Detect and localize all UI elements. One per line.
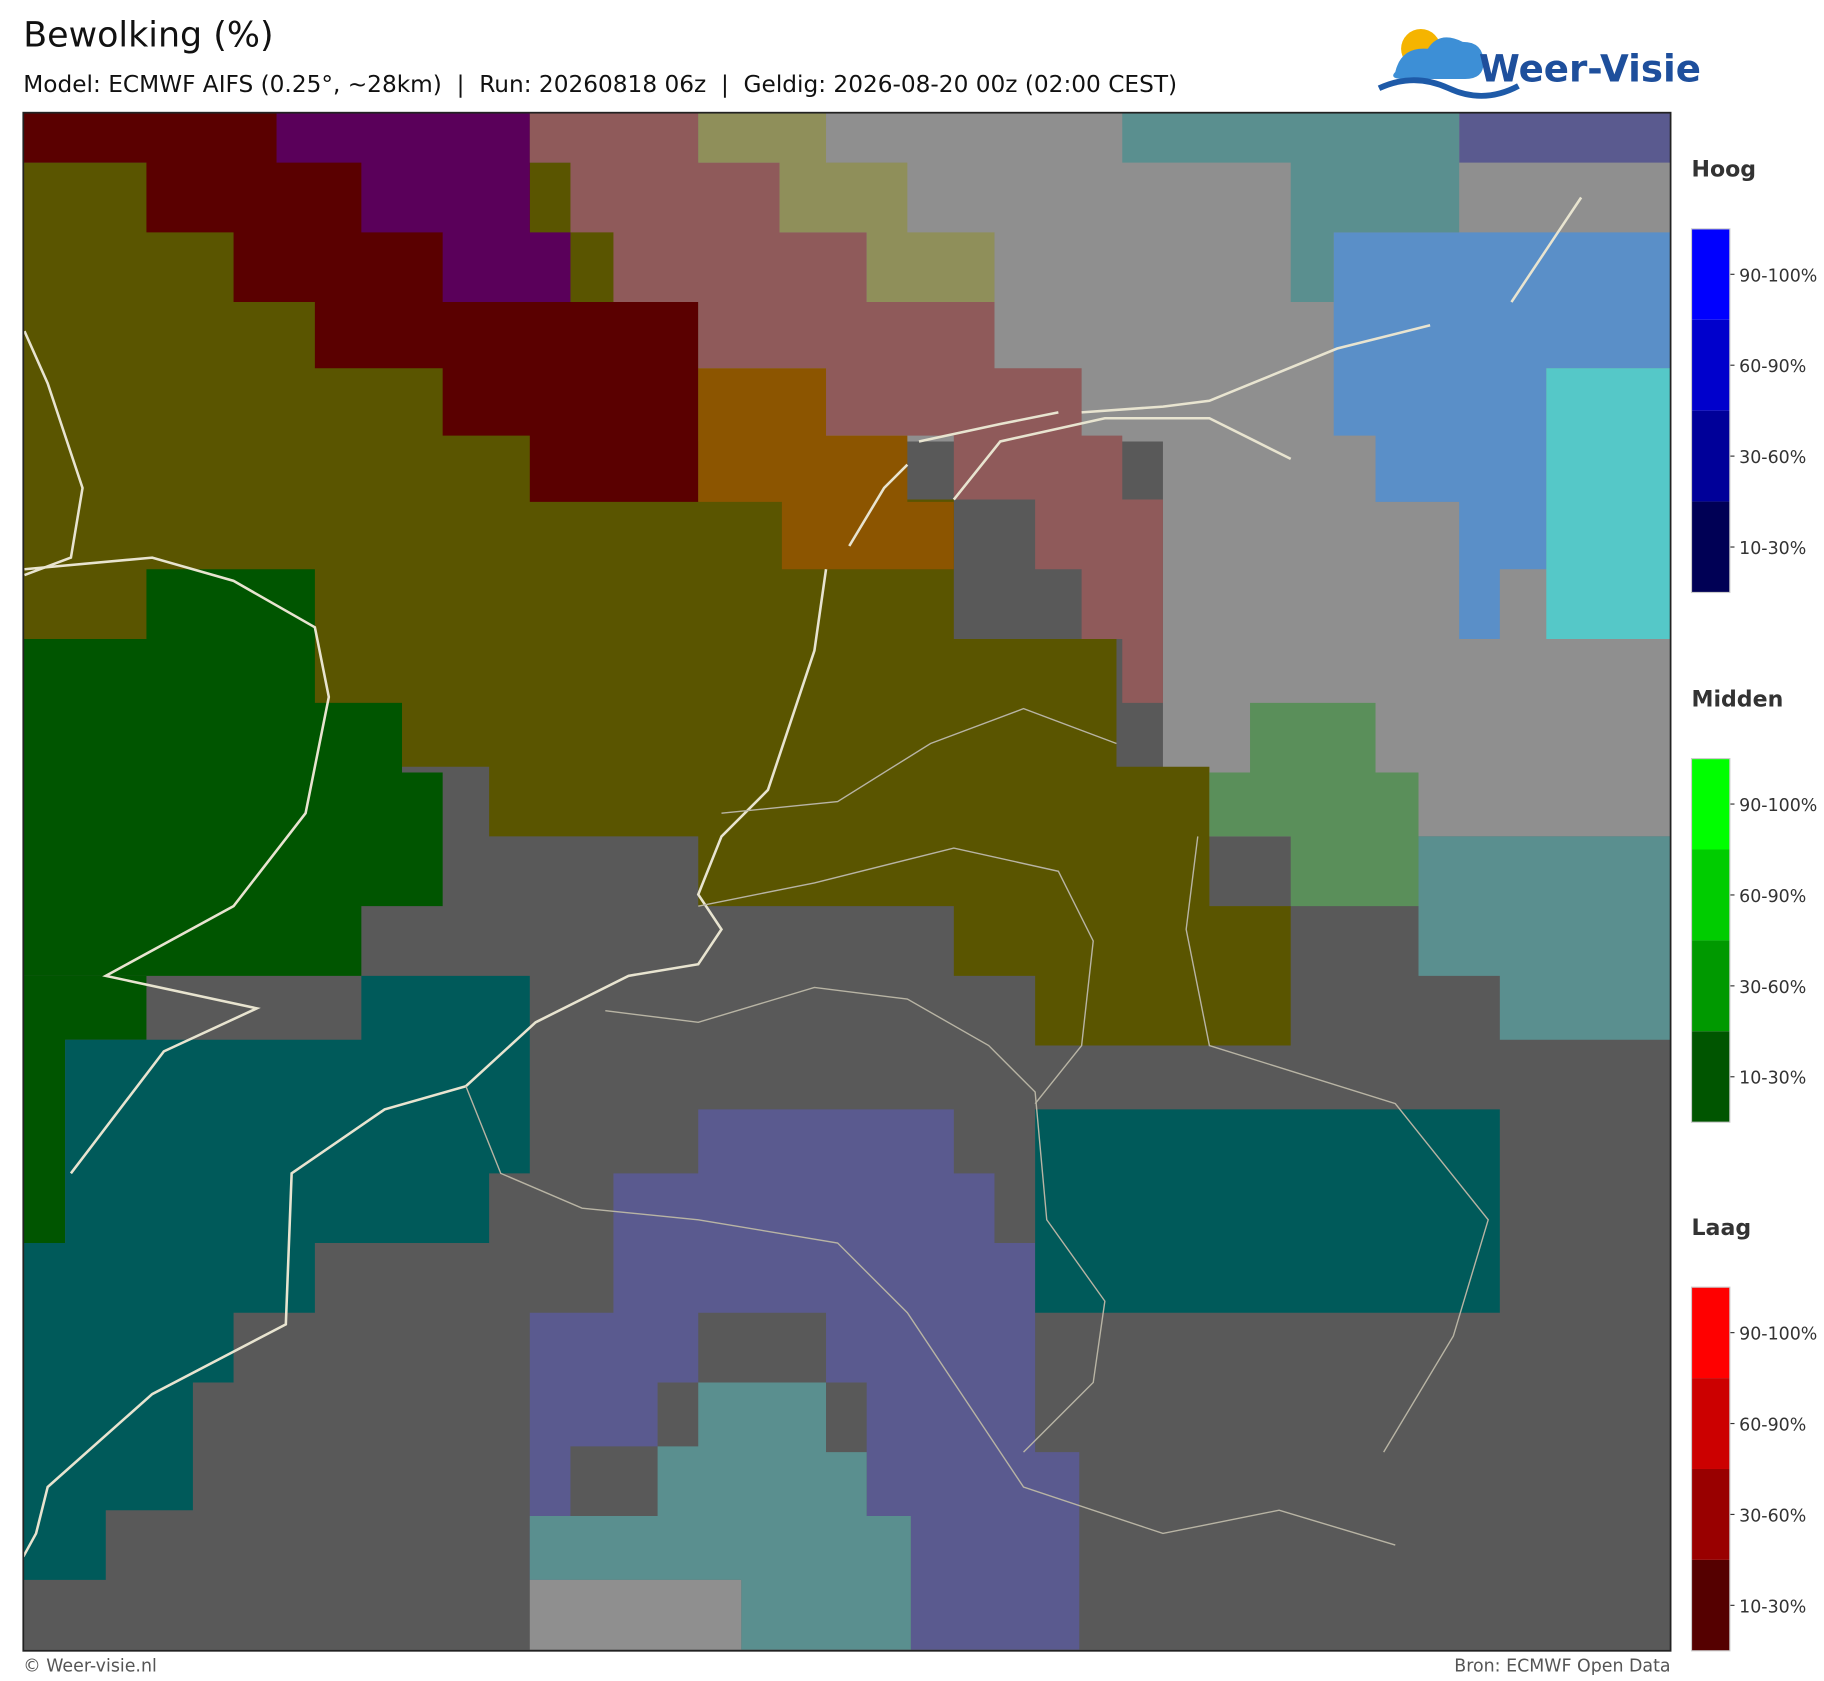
cloud-region: [529, 112, 1163, 703]
legend-label: 60-90%: [1739, 1416, 1806, 1436]
map-frame: [22, 111, 1672, 1652]
legend-swatch: [1691, 319, 1730, 411]
cloud-region: [698, 368, 954, 570]
cloud-region: [1459, 112, 1671, 163]
legend-title: Laag: [1692, 1216, 1752, 1241]
map: [23, 112, 1671, 1651]
legend-label: 90-100%: [1739, 796, 1817, 816]
coastline: [23, 569, 828, 1558]
logo: Weer-Visie: [1377, 29, 1701, 99]
legend-bar-frame: [1690, 228, 1731, 594]
cloud-region: [698, 112, 995, 303]
legend-title: Hoog: [1692, 158, 1757, 183]
border: [698, 847, 1094, 1105]
cloud-region: [1035, 1109, 1500, 1313]
cloud-region: [23, 975, 147, 1244]
legend-swatch: [1691, 1031, 1730, 1123]
legend-label: 60-90%: [1739, 357, 1806, 377]
legend-swatch: [1691, 228, 1730, 320]
legend-label: 10-30%: [1739, 539, 1806, 559]
cloud-region: [529, 1382, 911, 1650]
legend-swatch: [1691, 1468, 1730, 1560]
border: [465, 1085, 1396, 1546]
legend: Hoog 90-100% 60-90% 30-60% 10-30% Midden 90-10…: [1690, 158, 1817, 1652]
legend-swatch: [1691, 410, 1730, 502]
cloud-region: [1122, 112, 1460, 303]
coastline: [952, 416, 1292, 501]
legend-label: 60-90%: [1739, 887, 1806, 907]
logo-text: Weer-Visie: [1479, 46, 1701, 90]
legend-swatch: [1691, 1287, 1730, 1379]
cloud-region: [1546, 368, 1671, 639]
cloud-region: [529, 1109, 1080, 1650]
coastline: [1510, 196, 1583, 303]
title: Bewolking (%): [23, 15, 273, 55]
cloud-region: [1333, 232, 1671, 639]
source: Bron: ECMWF Open Data: [1454, 1657, 1670, 1677]
credit: © Weer-visie.nl: [23, 1657, 157, 1677]
border: [605, 986, 1106, 1453]
legend-swatch: [1691, 1378, 1730, 1469]
legend-swatch: [1691, 758, 1730, 850]
legend-swatch: [1691, 940, 1730, 1032]
cloud-region: [23, 569, 443, 976]
legend-title: Midden: [1692, 687, 1784, 712]
cloud-region: [23, 162, 1291, 1046]
legend-swatch: [1691, 501, 1730, 593]
legend-label: 30-60%: [1739, 978, 1806, 998]
border: [721, 707, 1117, 814]
cloud-region: [276, 112, 571, 303]
logo-wave: [1377, 77, 1520, 99]
legend-bar-frame: [1690, 1286, 1731, 1652]
legend-label: 10-30%: [1739, 1597, 1806, 1617]
cloud-region: [1209, 702, 1419, 907]
coastline: [1081, 324, 1431, 414]
coastline: [24, 556, 331, 1175]
legend-swatch: [1691, 1559, 1730, 1651]
legend-label: 90-100%: [1739, 1325, 1817, 1345]
legend-label: 30-60%: [1739, 448, 1806, 468]
cloud-region: [1418, 836, 1671, 1040]
subtitle: Model: ECMWF AIFS (0.25°, ~28km) | Run: …: [23, 71, 1177, 98]
cloud-region: [23, 975, 530, 1580]
legend-label: 90-100%: [1739, 266, 1817, 286]
border: [1185, 836, 1489, 1453]
legend-label: 10-30%: [1739, 1069, 1806, 1089]
coastline: [23, 330, 84, 577]
coastline: [848, 463, 909, 547]
legend-bar-frame: [1690, 758, 1731, 1123]
legend-swatch: [1691, 849, 1730, 941]
legend-label: 30-60%: [1739, 1506, 1806, 1526]
cloud-region: [529, 1579, 742, 1650]
coastline: [918, 411, 1059, 443]
logo-cloud: [1393, 37, 1484, 79]
